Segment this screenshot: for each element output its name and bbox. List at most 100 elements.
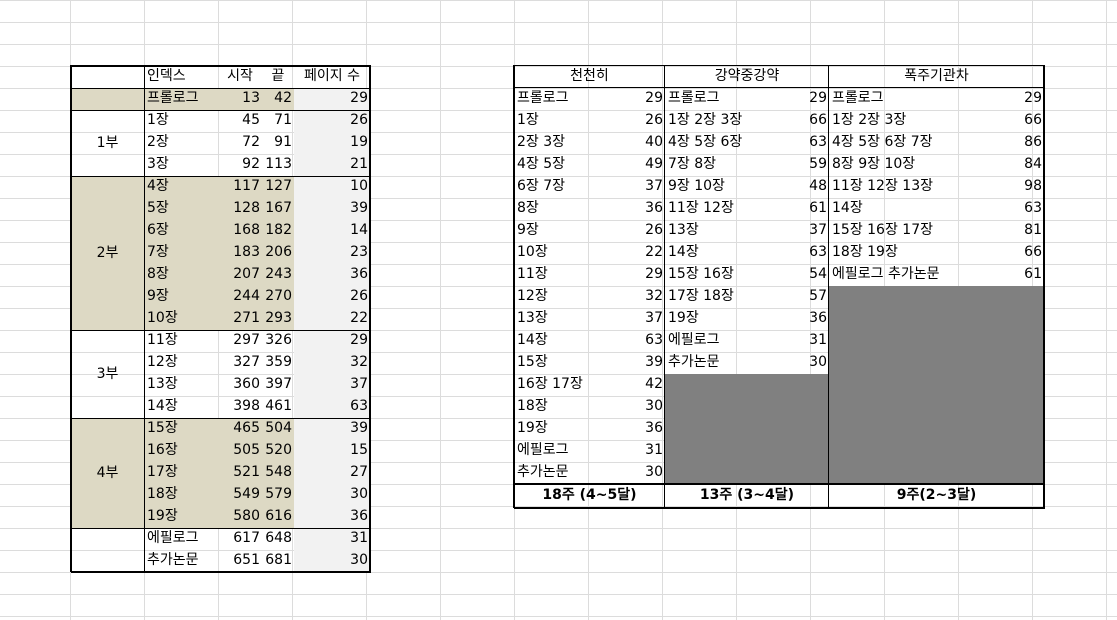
part-group-cell[interactable] — [71, 88, 144, 110]
page-count-cell[interactable]: 36 — [350, 266, 368, 282]
part-group-cell[interactable] — [71, 528, 144, 572]
plan-row-label[interactable]: 4장 5장 — [517, 156, 566, 172]
plan-row-label[interactable]: 18장 — [517, 398, 548, 414]
plan-row-pages[interactable]: 29 — [645, 266, 663, 282]
plan-title[interactable]: 강약중강약 — [714, 68, 780, 84]
plan-row-pages[interactable]: 63 — [809, 134, 827, 150]
plan-row-pages[interactable]: 81 — [1024, 222, 1042, 238]
end-page-cell[interactable]: 71 — [274, 112, 292, 128]
chapter-name-cell[interactable]: 16장 — [147, 442, 178, 458]
end-page-cell[interactable]: 616 — [265, 508, 292, 524]
plan-duration-footer[interactable]: 13주 (3~4달) — [699, 487, 795, 503]
page-count-cell[interactable]: 30 — [350, 552, 368, 568]
chapter-name-cell[interactable]: 17장 — [147, 464, 178, 480]
plan-row-label[interactable]: 1장 2장 3장 — [832, 112, 907, 128]
plan-row-label[interactable]: 프롤로그 — [668, 90, 720, 106]
plan-row-pages[interactable]: 61 — [1024, 266, 1042, 282]
plan-row-label[interactable]: 13장 — [517, 310, 548, 326]
page-count-cell[interactable]: 22 — [350, 310, 368, 326]
chapter-name-cell[interactable]: 5장 — [147, 200, 169, 216]
chapter-name-cell[interactable]: 14장 — [147, 398, 178, 414]
plan-row-label[interactable]: 16장 17장 — [517, 376, 583, 392]
plan-row-label[interactable]: 2장 3장 — [517, 134, 566, 150]
plan-row-pages[interactable]: 26 — [645, 112, 663, 128]
plan-row-pages[interactable]: 61 — [809, 200, 827, 216]
end-page-cell[interactable]: 42 — [274, 90, 292, 106]
page-count-cell[interactable]: 29 — [350, 332, 368, 348]
end-page-cell[interactable]: 579 — [265, 486, 292, 502]
plan-row-label[interactable]: 6장 7장 — [517, 178, 566, 194]
plan-row-label[interactable]: 14장 — [668, 244, 699, 260]
start-header[interactable]: 시작 — [227, 68, 253, 84]
page-count-cell[interactable]: 31 — [350, 530, 368, 546]
page-count-cell[interactable]: 30 — [350, 486, 368, 502]
plan-row-label[interactable]: 추가논문 — [668, 354, 720, 370]
page-count-cell[interactable]: 26 — [350, 112, 368, 128]
end-page-cell[interactable]: 681 — [265, 552, 292, 568]
page-count-cell[interactable]: 39 — [350, 420, 368, 436]
chapter-name-cell[interactable]: 2장 — [147, 134, 169, 150]
plan-row-pages[interactable]: 63 — [645, 332, 663, 348]
end-page-cell[interactable]: 243 — [265, 266, 292, 282]
end-page-cell[interactable]: 648 — [265, 530, 292, 546]
end-page-cell[interactable]: 91 — [274, 134, 292, 150]
plan-row-label[interactable]: 11장 12장 13장 — [832, 178, 933, 194]
page-count-cell[interactable]: 14 — [350, 222, 368, 238]
start-page-cell[interactable]: 521 — [233, 464, 260, 480]
plan-row-label[interactable]: 17장 18장 — [668, 288, 734, 304]
page-count-cell[interactable]: 37 — [350, 376, 368, 392]
plan-row-label[interactable]: 1장 — [517, 112, 539, 128]
plan-row-pages[interactable]: 49 — [645, 156, 663, 172]
start-page-cell[interactable]: 128 — [233, 200, 260, 216]
page-count-cell[interactable]: 29 — [350, 90, 368, 106]
chapter-name-cell[interactable]: 에필로그 — [147, 530, 199, 546]
plan-row-label[interactable]: 7장 8장 — [668, 156, 717, 172]
plan-row-pages[interactable]: 29 — [809, 90, 827, 106]
chapter-name-cell[interactable]: 11장 — [147, 332, 178, 348]
plan-row-pages[interactable]: 40 — [645, 134, 663, 150]
start-page-cell[interactable]: 580 — [233, 508, 260, 524]
end-page-cell[interactable]: 504 — [265, 420, 292, 436]
end-page-cell[interactable]: 167 — [265, 200, 292, 216]
plan-row-label[interactable]: 11장 12장 — [668, 200, 734, 216]
start-page-cell[interactable]: 465 — [233, 420, 260, 436]
plan-row-pages[interactable]: 66 — [809, 112, 827, 128]
plan-title[interactable]: 천천히 — [570, 68, 609, 84]
plan-row-label[interactable]: 8장 9장 10장 — [832, 156, 916, 172]
start-page-cell[interactable]: 117 — [233, 178, 260, 194]
plan-row-label[interactable]: 9장 10장 — [668, 178, 725, 194]
plan-duration-footer[interactable]: 18주 (4~5달) — [542, 487, 637, 503]
start-page-cell[interactable]: 505 — [233, 442, 260, 458]
plan-row-label[interactable]: 19장 — [517, 420, 548, 436]
start-page-cell[interactable]: 207 — [233, 266, 260, 282]
plan-row-pages[interactable]: 36 — [809, 310, 827, 326]
plan-row-pages[interactable]: 39 — [645, 354, 663, 370]
end-page-cell[interactable]: 270 — [265, 288, 292, 304]
plan-row-label[interactable]: 추가논문 — [517, 464, 569, 480]
plan-row-label[interactable]: 15장 16장 — [668, 266, 734, 282]
chapter-name-cell[interactable]: 13장 — [147, 376, 178, 392]
start-page-cell[interactable]: 92 — [242, 156, 260, 172]
plan-row-pages[interactable]: 59 — [809, 156, 827, 172]
plan-row-label[interactable]: 14장 — [832, 200, 863, 216]
page-count-cell[interactable]: 23 — [350, 244, 368, 260]
end-page-cell[interactable]: 113 — [265, 156, 292, 172]
plan-row-pages[interactable]: 26 — [645, 222, 663, 238]
chapter-name-cell[interactable]: 12장 — [147, 354, 178, 370]
plan-row-label[interactable]: 프롤로그 — [832, 90, 884, 106]
end-page-cell[interactable]: 461 — [265, 398, 292, 414]
end-page-cell[interactable]: 359 — [265, 354, 292, 370]
plan-row-pages[interactable]: 37 — [645, 310, 663, 326]
plan-row-label[interactable]: 12장 — [517, 288, 548, 304]
chapter-name-cell[interactable]: 3장 — [147, 156, 169, 172]
page-count-cell[interactable]: 15 — [350, 442, 368, 458]
plan-row-label[interactable]: 에필로그 — [668, 332, 720, 348]
plan-row-pages[interactable]: 36 — [645, 420, 663, 436]
plan-row-label[interactable]: 에필로그 추가논문 — [832, 266, 940, 282]
part-group-cell[interactable] — [71, 176, 144, 330]
plan-row-pages[interactable]: 30 — [645, 398, 663, 414]
start-page-cell[interactable]: 617 — [233, 530, 260, 546]
chapter-name-cell[interactable]: 1장 — [147, 112, 169, 128]
page-count-cell[interactable]: 21 — [350, 156, 368, 172]
end-header[interactable]: 끝 — [271, 68, 285, 84]
